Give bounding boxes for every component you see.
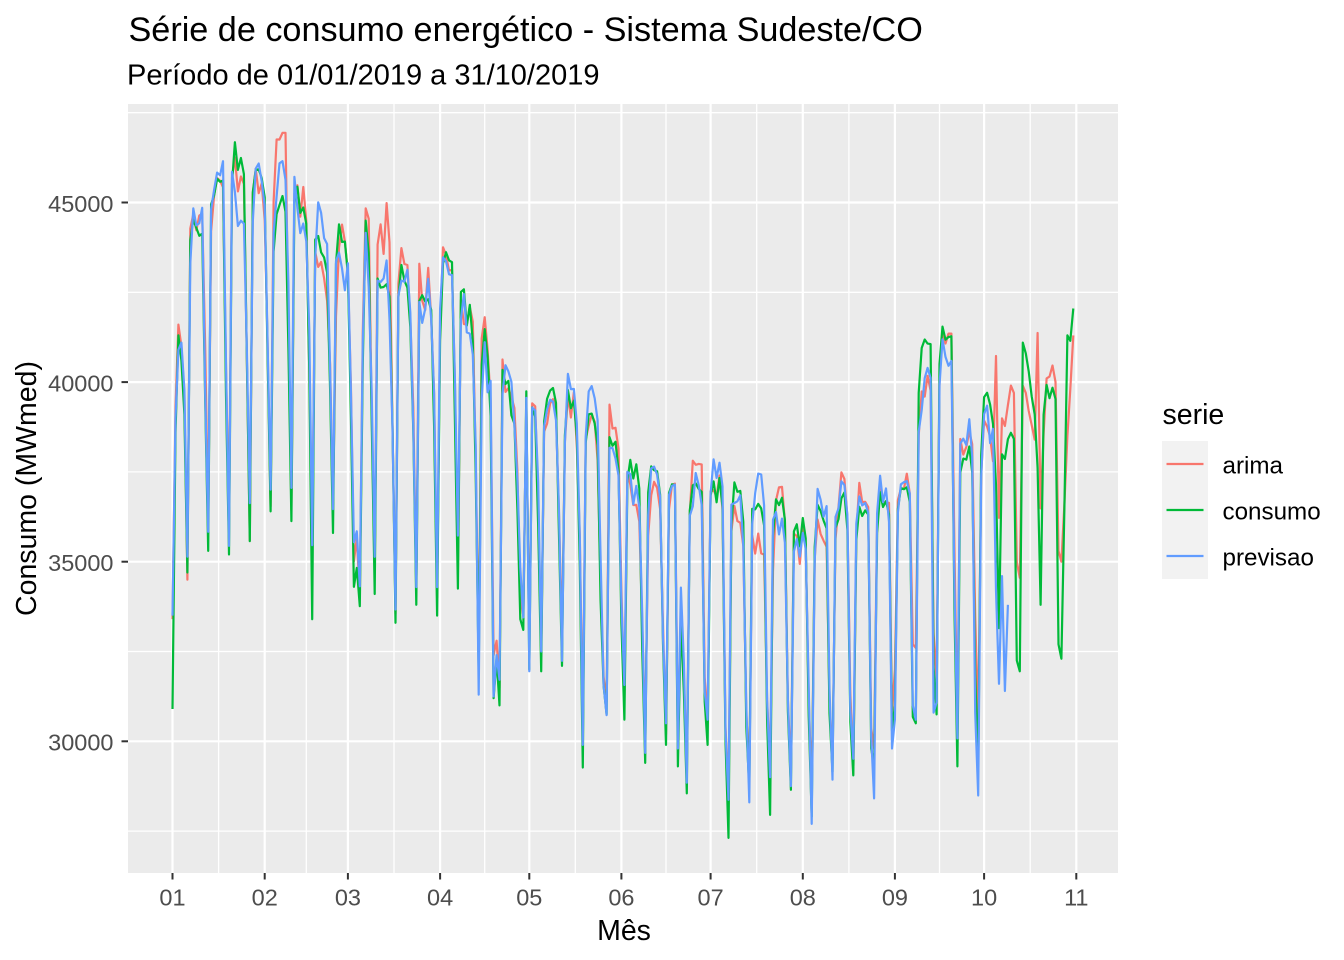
svg-text:Série de consumo energético -: Série de consumo energético - Sistema Su… — [129, 11, 923, 49]
svg-text:serie: serie — [1163, 399, 1225, 431]
svg-text:Mês: Mês — [597, 915, 651, 947]
svg-text:Período de 01/01/2019 a 31/10/: Período de 01/01/2019 a 31/10/2019 — [127, 59, 599, 91]
svg-text:06: 06 — [608, 885, 634, 911]
svg-text:10: 10 — [971, 885, 997, 911]
svg-text:45000: 45000 — [48, 191, 113, 217]
svg-text:04: 04 — [427, 885, 453, 911]
svg-text:Consumo (MWmed): Consumo (MWmed) — [11, 361, 43, 616]
svg-text:03: 03 — [335, 885, 361, 911]
svg-text:05: 05 — [516, 885, 542, 911]
svg-text:11: 11 — [1064, 885, 1088, 911]
svg-text:arima: arima — [1223, 453, 1284, 480]
svg-text:02: 02 — [252, 885, 278, 911]
svg-text:09: 09 — [882, 885, 908, 911]
svg-text:consumo: consumo — [1223, 499, 1321, 526]
svg-text:previsao: previsao — [1223, 545, 1314, 572]
svg-text:07: 07 — [698, 885, 724, 911]
svg-text:35000: 35000 — [48, 550, 113, 576]
svg-text:30000: 30000 — [48, 730, 113, 756]
svg-text:08: 08 — [790, 885, 816, 911]
svg-text:01: 01 — [159, 885, 185, 911]
svg-text:40000: 40000 — [48, 370, 113, 396]
